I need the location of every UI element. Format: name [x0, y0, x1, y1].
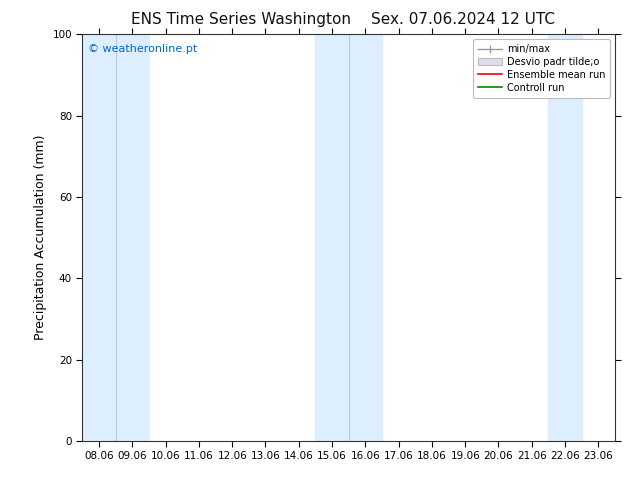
- Text: © weatheronline.pt: © weatheronline.pt: [87, 45, 197, 54]
- Bar: [316, 34, 382, 441]
- Y-axis label: Precipitation Accumulation (mm): Precipitation Accumulation (mm): [34, 135, 47, 341]
- Legend: min/max, Desvio padr tilde;o, Ensemble mean run, Controll run: min/max, Desvio padr tilde;o, Ensemble m…: [473, 39, 610, 98]
- Text: ENS Time Series Washington: ENS Time Series Washington: [131, 12, 351, 27]
- Bar: [82, 34, 149, 441]
- Text: Sex. 07.06.2024 12 UTC: Sex. 07.06.2024 12 UTC: [371, 12, 555, 27]
- Bar: [548, 34, 582, 441]
